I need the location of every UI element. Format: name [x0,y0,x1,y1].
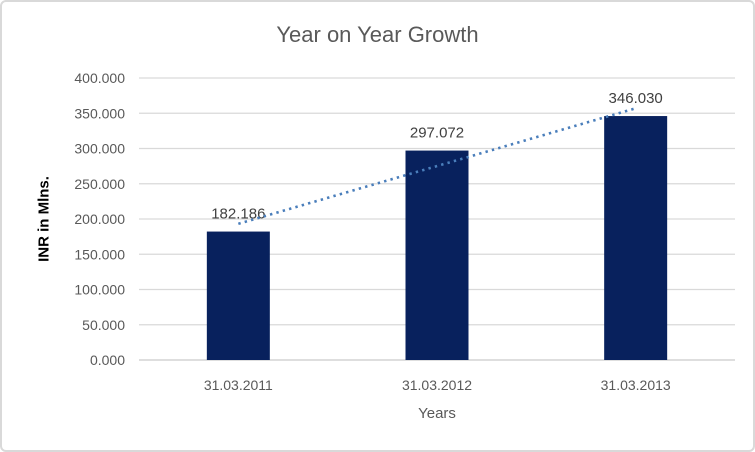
y-tick-label: 100.000 [74,282,125,298]
bar-value-label: 182.186 [211,206,265,223]
y-tick-label: 300.000 [74,141,125,157]
y-tick-label: 150.000 [74,246,125,262]
bar [604,116,668,360]
x-axis-title: Years [418,405,456,422]
y-tick-label: 50.000 [82,317,125,333]
y-tick-label: 0.000 [90,352,125,368]
x-tick-label: 31.03.2012 [402,377,472,393]
trendline [237,107,637,226]
bar [405,150,469,360]
bar-value-label: 297.072 [410,125,464,142]
y-tick-label: 400.000 [74,70,125,86]
y-tick-label: 350.000 [74,105,125,121]
y-tick-label: 250.000 [74,176,125,192]
x-tick-label: 31.03.2013 [601,377,671,393]
x-tick-label: 31.03.2011 [204,377,273,393]
bar [206,231,270,360]
y-tick-label: 200.000 [74,211,125,227]
bar-value-label: 346.030 [609,90,663,107]
